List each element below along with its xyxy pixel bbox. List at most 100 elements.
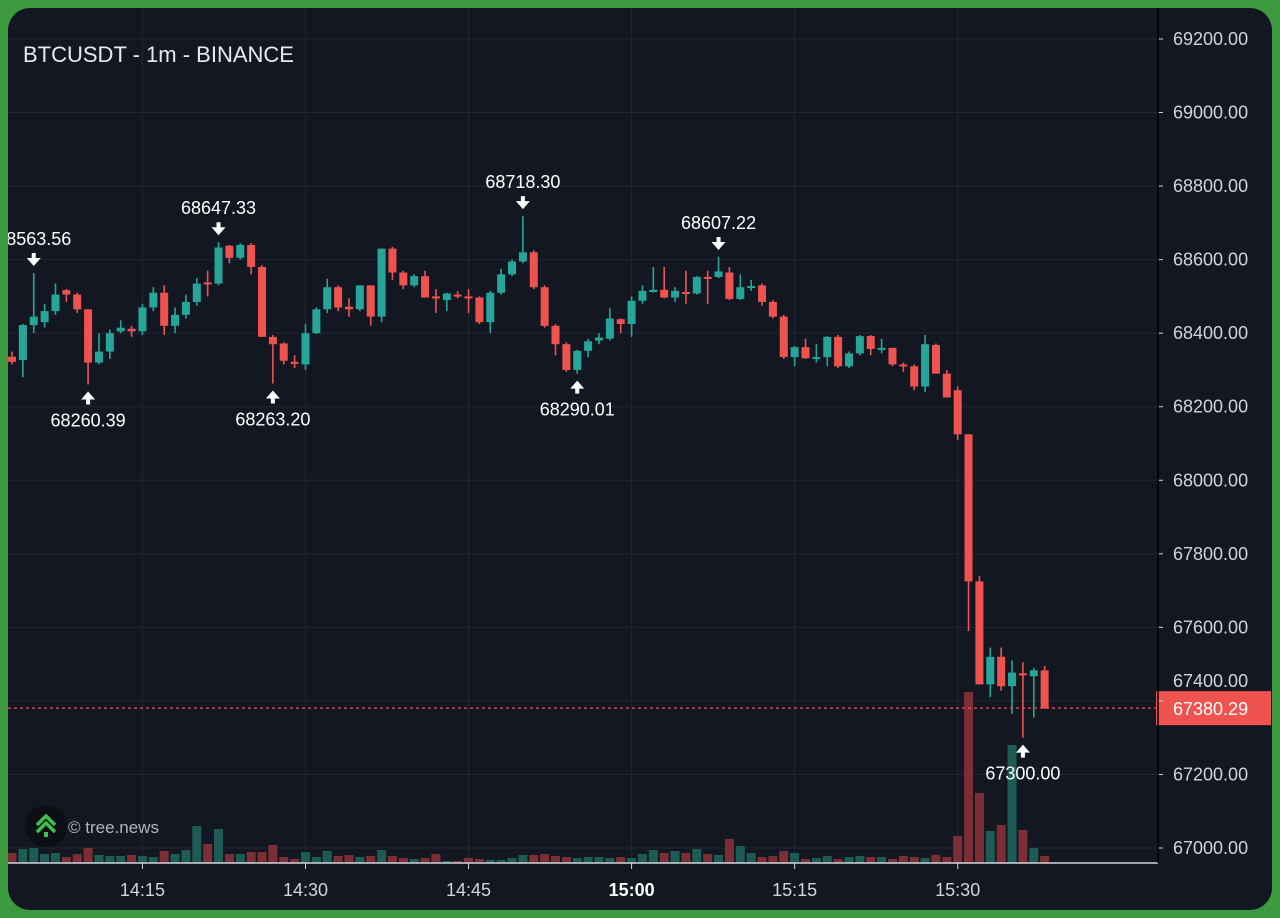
candle xyxy=(921,335,930,393)
candle-body xyxy=(931,344,940,374)
volume-bar xyxy=(40,854,50,863)
candle-body xyxy=(301,333,310,365)
candle xyxy=(768,300,777,319)
volume-bars xyxy=(8,692,1050,863)
volume-bar xyxy=(540,854,550,863)
arrow-down-icon xyxy=(711,236,726,250)
tree-chevron-icon xyxy=(35,813,57,834)
candles xyxy=(8,216,1049,738)
candle-body xyxy=(421,276,430,298)
candle-body xyxy=(953,390,962,435)
low-label: 67300.00 xyxy=(985,764,1060,784)
candle-body xyxy=(681,291,690,294)
volume-bar xyxy=(670,851,680,863)
volume-bar xyxy=(18,849,28,863)
arrow-up-icon xyxy=(1015,744,1030,758)
candle-body xyxy=(779,316,788,358)
candle xyxy=(73,292,82,313)
candle xyxy=(486,290,495,334)
candle xyxy=(464,289,473,313)
candle xyxy=(986,647,995,698)
x-tick-label: 15:15 xyxy=(772,880,817,900)
candle xyxy=(84,309,93,385)
candle xyxy=(594,333,603,345)
volume-bar xyxy=(974,793,984,863)
y-tick-label: 68000.00 xyxy=(1173,470,1248,490)
candle-body xyxy=(116,327,125,332)
candle-body xyxy=(725,272,734,299)
candle xyxy=(573,349,582,374)
candle-body xyxy=(105,333,114,352)
volume-bar xyxy=(300,852,310,863)
candle xyxy=(877,338,886,354)
volume-bar xyxy=(61,857,71,863)
candle xyxy=(51,283,60,315)
volume-bar xyxy=(551,856,560,863)
candle xyxy=(953,386,962,440)
candle-body xyxy=(410,276,419,286)
volume-bar xyxy=(485,860,495,863)
candle xyxy=(758,283,767,306)
candle-body xyxy=(736,287,745,299)
candle-body xyxy=(73,294,82,310)
candle-body xyxy=(431,296,440,299)
candle xyxy=(160,285,169,336)
arrow-up-icon xyxy=(570,380,585,394)
annotation-high: 68647.33 xyxy=(181,198,256,236)
candle xyxy=(649,266,658,293)
candle-body xyxy=(399,272,408,286)
candle xyxy=(323,278,332,313)
candle xyxy=(301,323,310,370)
volume-bar xyxy=(224,854,234,863)
candle xyxy=(692,276,701,295)
candle-body xyxy=(964,434,973,582)
y-tick-label: 68600.00 xyxy=(1173,250,1248,270)
candle-body xyxy=(160,292,169,326)
candle xyxy=(334,285,343,312)
candlestick-chart[interactable]: 67380.29 68563.56 68260.39 68647.33 68263.2… xyxy=(8,8,1272,910)
annotation-high: 68563.56 xyxy=(8,229,71,267)
volume-bar xyxy=(29,848,39,863)
candle xyxy=(116,320,125,334)
candle-body xyxy=(877,347,886,350)
annotation-low: 68290.01 xyxy=(540,380,615,420)
candle-body xyxy=(975,581,984,685)
candle-body xyxy=(40,311,49,323)
x-tick-label: 15:30 xyxy=(935,880,980,900)
volume-bar xyxy=(920,858,930,863)
volume-bar xyxy=(83,848,93,863)
candle xyxy=(399,270,408,290)
y-tick-label: 67600.00 xyxy=(1173,617,1248,637)
y-tick-label: 67000.00 xyxy=(1173,838,1248,858)
candle xyxy=(497,268,506,295)
volume-bar xyxy=(790,853,800,863)
candle xyxy=(268,335,277,384)
candle xyxy=(442,292,451,312)
candle xyxy=(703,270,712,304)
volume-bar xyxy=(94,855,104,863)
x-tick-label: 14:30 xyxy=(283,880,328,900)
candle-body xyxy=(453,294,462,297)
candle xyxy=(1040,665,1049,709)
volume-bar xyxy=(583,857,593,863)
candle-body xyxy=(464,296,473,299)
volume-bar xyxy=(735,846,745,863)
candle xyxy=(203,270,212,297)
candle xyxy=(964,434,973,632)
high-label: 68563.56 xyxy=(8,229,71,249)
volume-bar xyxy=(616,857,626,863)
candle xyxy=(105,329,114,359)
candle xyxy=(18,323,27,378)
high-label: 68607.22 xyxy=(681,213,756,233)
candle xyxy=(1018,662,1027,738)
candle xyxy=(62,289,71,302)
candle xyxy=(747,279,756,291)
candle-body xyxy=(94,351,103,363)
volume-bar xyxy=(866,857,876,863)
candle-body xyxy=(475,297,484,323)
high-label: 68718.30 xyxy=(485,172,560,192)
volume-bar xyxy=(746,853,756,863)
volume-bar xyxy=(637,854,647,863)
candle-body xyxy=(605,318,614,339)
arrow-up-icon xyxy=(265,390,280,404)
